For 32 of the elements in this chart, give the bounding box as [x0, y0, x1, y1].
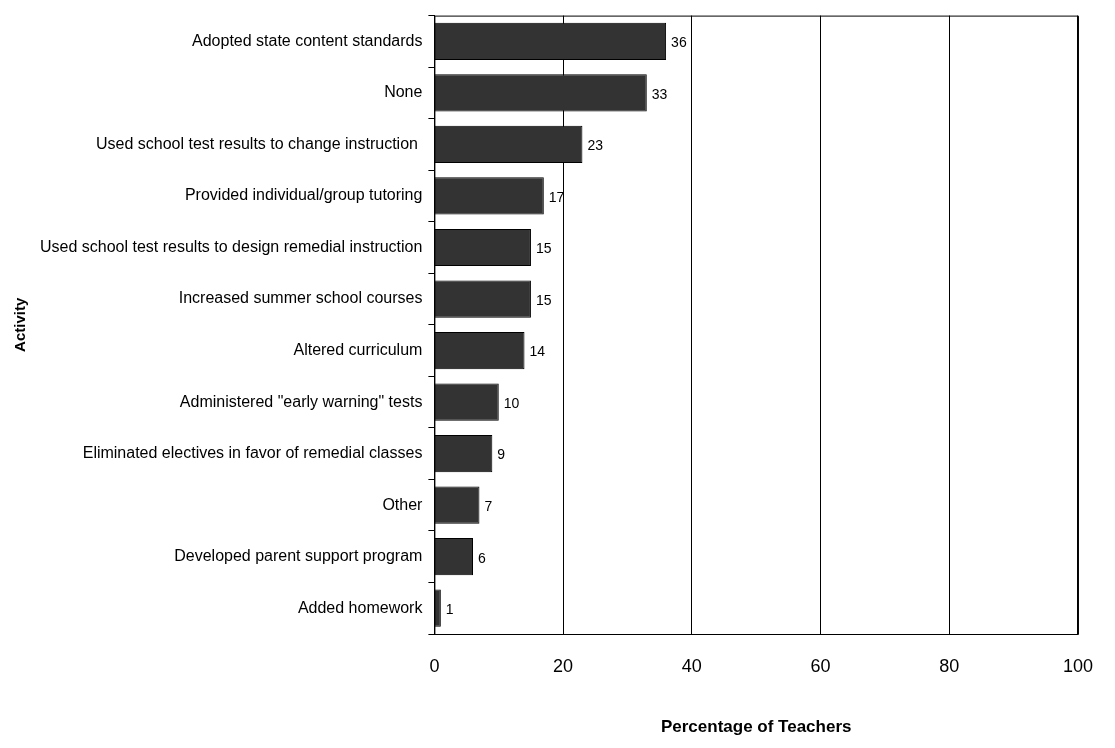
data-label: 36 — [671, 34, 687, 51]
x-tick-label: 40 — [681, 655, 702, 676]
x-tick-label: 60 — [810, 655, 831, 676]
data-label: 1 — [445, 601, 454, 618]
y-tick-label: Eliminated electives in favor of remedial classes — [82, 444, 423, 462]
x-tick-label: 100 — [1062, 655, 1094, 676]
data-label: 15 — [535, 291, 552, 308]
y-axis-title: Activity — [11, 297, 29, 352]
y-tick-label: Used school test results to design remedial instruction — [40, 237, 423, 255]
x-tick-label: 0 — [429, 655, 440, 676]
data-label: 17 — [548, 188, 565, 205]
y-tick-label: None — [384, 83, 423, 101]
y-tick-label: Added homework — [297, 598, 424, 616]
data-label: 15 — [535, 240, 552, 257]
y-tick-label: Administered "early warning" tests — [179, 392, 423, 410]
data-label: 23 — [587, 137, 604, 154]
data-label: 6 — [478, 549, 487, 566]
data-label: 7 — [484, 498, 493, 515]
x-tick-label: 80 — [939, 655, 960, 676]
y-tick-label: Adopted state content standards — [192, 31, 423, 49]
data-label: 33 — [651, 85, 668, 102]
x-axis-title: Percentage of Teachers — [660, 717, 852, 737]
data-label: 9 — [497, 446, 506, 463]
y-tick-label: Altered curriculum — [293, 340, 423, 358]
y-tick-label: Other — [382, 495, 424, 513]
data-label: 10 — [503, 394, 520, 411]
data-label: 14 — [529, 343, 546, 360]
y-tick-label: Provided individual/group tutoring — [184, 186, 423, 204]
y-tick-label: Developed parent support program — [174, 547, 423, 565]
y-tick-label: Increased summer school courses — [178, 289, 423, 307]
y-tick-label: Used school test results to change instruction — [96, 134, 423, 152]
x-tick-label: 20 — [553, 655, 574, 676]
